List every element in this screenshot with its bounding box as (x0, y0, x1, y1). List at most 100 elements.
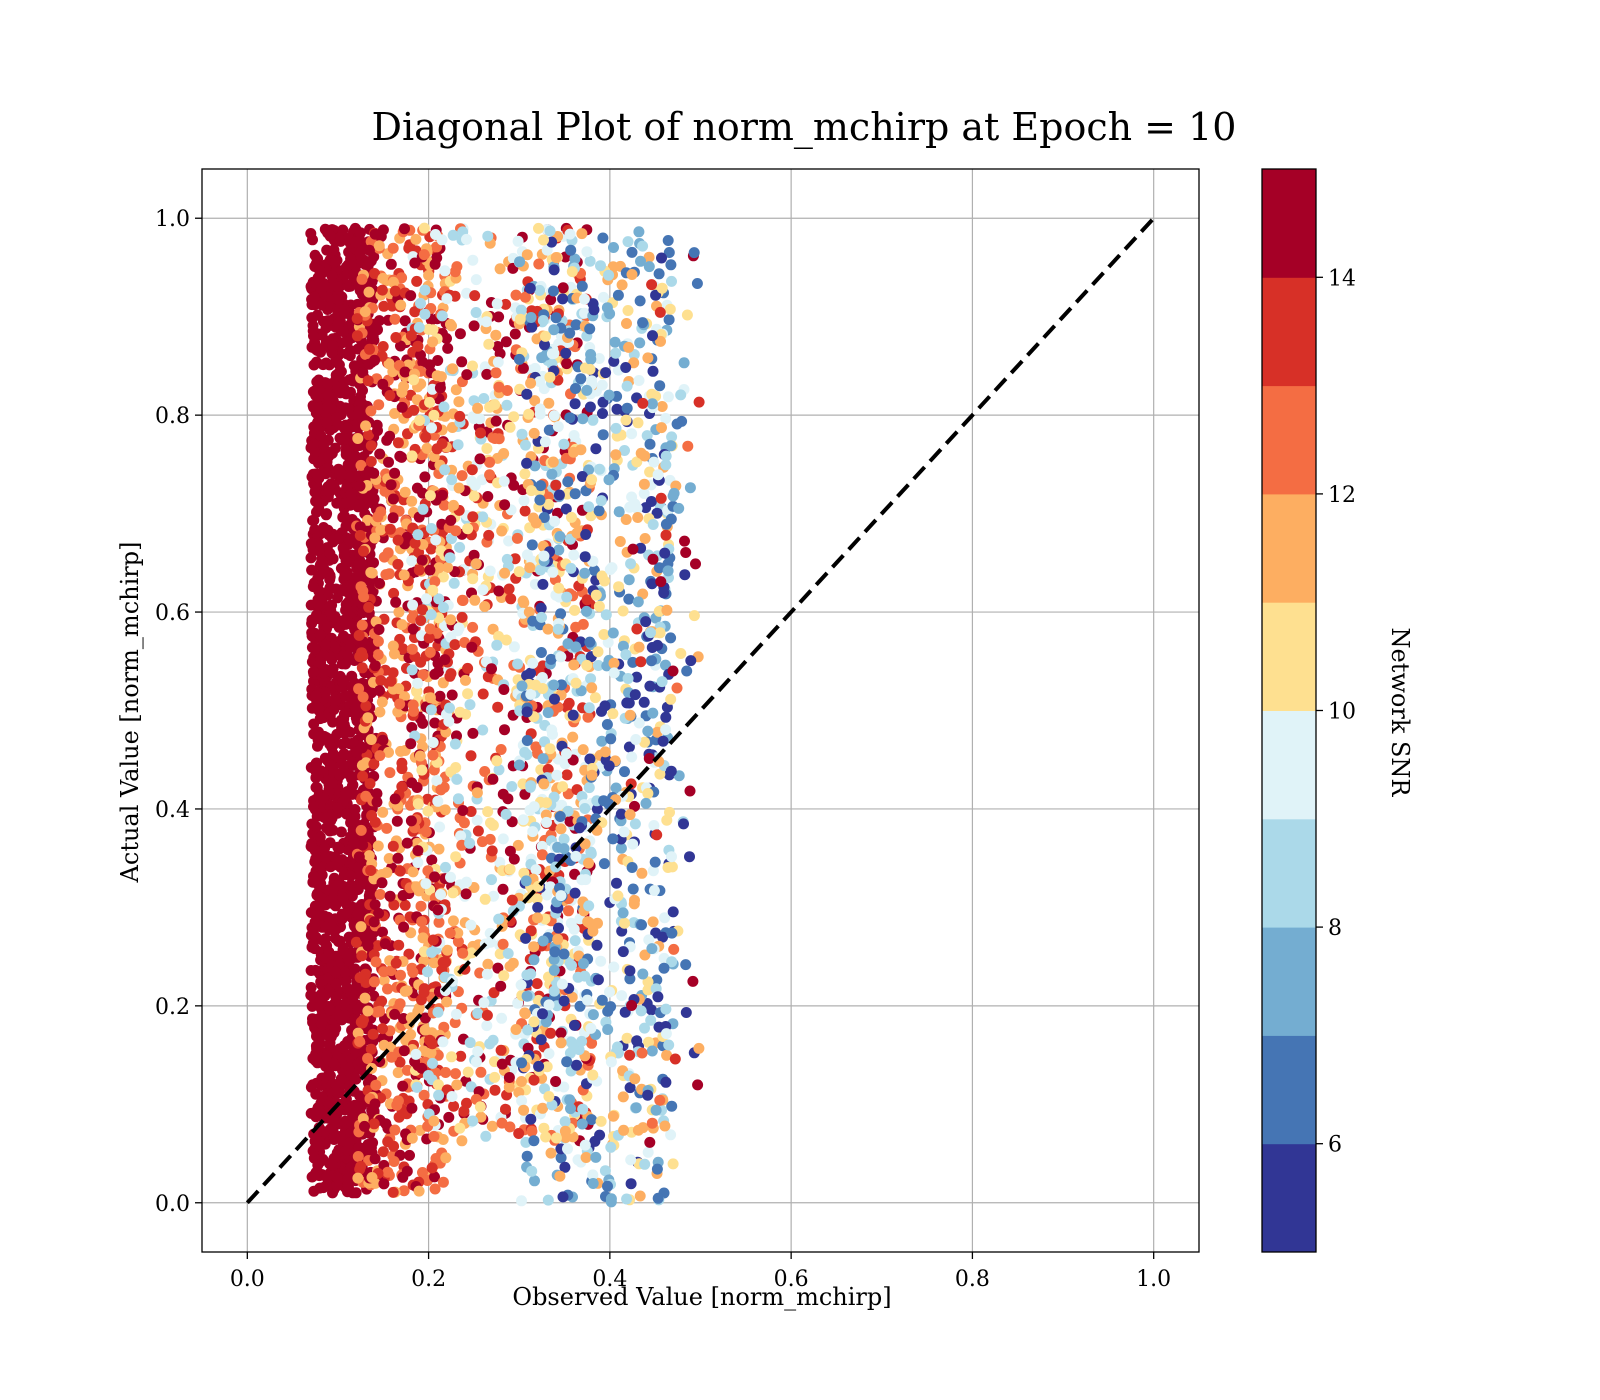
scatter-point (525, 688, 537, 700)
scatter-point (377, 272, 389, 284)
scatter-point (386, 1051, 398, 1063)
scatter-point (498, 475, 510, 487)
scatter-point (417, 503, 429, 515)
scatter-point (526, 1125, 538, 1137)
scatter-point (583, 702, 595, 714)
scatter-point (452, 439, 464, 451)
scatter-point (453, 622, 465, 634)
scatter-point (455, 830, 467, 842)
scatter-point (321, 378, 333, 390)
scatter-point (567, 731, 579, 743)
scatter-point (612, 1041, 623, 1053)
scatter-point (490, 329, 502, 341)
scatter-point (626, 862, 638, 873)
scatter-point (418, 1089, 430, 1101)
scatter-point (545, 294, 557, 306)
scatter-point (356, 662, 368, 674)
scatter-point (365, 865, 377, 876)
scatter-point (397, 643, 409, 655)
scatter-point (308, 330, 319, 342)
scatter-point (308, 801, 319, 813)
scatter-point (444, 927, 456, 939)
scatter-point (470, 274, 482, 286)
scatter-point (445, 614, 457, 626)
scatter-point (395, 340, 406, 352)
scatter-point (627, 883, 639, 895)
scatter-point (580, 1152, 592, 1163)
scatter-point (621, 318, 632, 329)
scatter-point (516, 1076, 527, 1087)
colorbar-segment (1262, 710, 1316, 820)
scatter-point (451, 1079, 463, 1091)
scatter-point (356, 273, 368, 285)
scatter-point (656, 401, 668, 412)
scatter-point (452, 793, 464, 805)
scatter-point (549, 515, 561, 527)
scatter-point (406, 495, 418, 507)
scatter-point (305, 965, 317, 976)
scatter-point (354, 480, 366, 492)
scatter-point (569, 1019, 580, 1031)
scatter-point (421, 593, 433, 605)
scatter-point (425, 609, 437, 621)
scatter-point (654, 306, 666, 318)
scatter-point (312, 890, 324, 902)
scatter-point (580, 529, 592, 540)
scatter-point (313, 585, 325, 597)
scatter-point (380, 569, 392, 581)
scatter-point (533, 258, 545, 270)
scatter-point (472, 1007, 484, 1019)
scatter-point (344, 471, 356, 483)
scatter-point (500, 634, 512, 646)
scatter-point (535, 1034, 547, 1046)
scatter-point (496, 525, 508, 537)
scatter-point (355, 1160, 367, 1172)
scatter-point (584, 255, 596, 267)
scatter-point (602, 1024, 614, 1035)
scatter-point (450, 1008, 462, 1020)
scatter-point (595, 495, 607, 507)
scatter-point (548, 985, 560, 997)
scatter-point (626, 428, 638, 440)
scatter-point (396, 619, 408, 631)
scatter-point (462, 662, 474, 674)
scatter-point (577, 744, 589, 756)
scatter-point (582, 711, 594, 723)
scatter-point (511, 532, 523, 544)
scatter-point (608, 242, 619, 253)
scatter-point (456, 470, 468, 482)
scatter-point (660, 724, 672, 736)
scatter-point (581, 384, 593, 396)
scatter-point (372, 324, 383, 336)
scatter-point (599, 700, 611, 712)
scatter-point (445, 871, 456, 883)
scatter-point (517, 362, 529, 374)
scatter-point (437, 602, 449, 613)
scatter-point (465, 806, 477, 817)
scatter-point (472, 402, 484, 414)
scatter-point (423, 632, 435, 644)
scatter-point (461, 876, 472, 888)
scatter-point (538, 1122, 550, 1134)
scatter-point (636, 867, 648, 879)
scatter-point (545, 1147, 557, 1159)
scatter-point (362, 514, 373, 526)
scatter-point (587, 925, 599, 937)
scatter-point (348, 360, 360, 372)
scatter-point (565, 1103, 576, 1115)
scatter-point (571, 1059, 582, 1071)
scatter-point (335, 1073, 347, 1085)
scatter-point (545, 1027, 557, 1039)
scatter-point (587, 1169, 599, 1181)
scatter-point (537, 935, 549, 947)
scatter-point (656, 676, 668, 688)
scatter-point (489, 433, 501, 444)
scatter-point (611, 403, 623, 415)
scatter-point (406, 777, 418, 789)
scatter-point (651, 1163, 663, 1175)
scatter-point (490, 367, 502, 379)
scatter-point (525, 1113, 537, 1125)
scatter-point (469, 594, 481, 606)
scatter-point (427, 584, 439, 596)
scatter-point (561, 701, 573, 713)
